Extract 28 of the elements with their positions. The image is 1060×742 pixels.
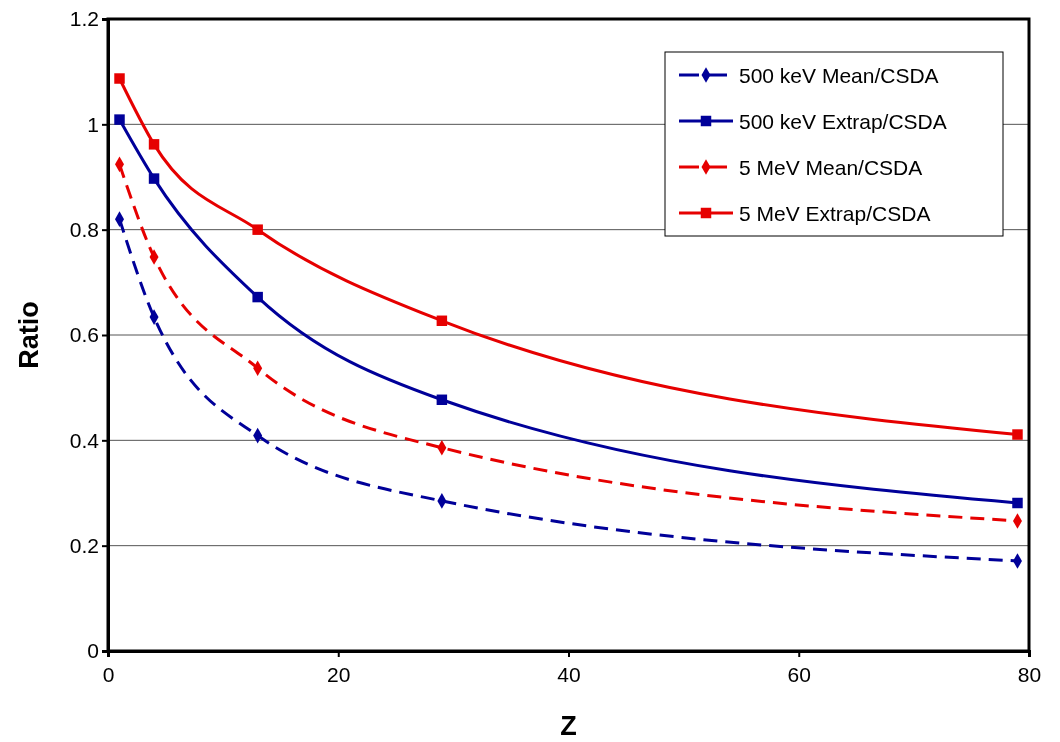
x-tick-label: 20: [327, 663, 351, 687]
y-tick-label: 0: [87, 639, 99, 663]
point: [252, 291, 263, 303]
point: [1012, 497, 1023, 509]
x-tick-label: 40: [557, 663, 581, 687]
x-tick-label: 80: [1017, 663, 1042, 687]
y-tick-label: 0.4: [69, 428, 100, 452]
x-tick-label: 0: [102, 663, 115, 687]
x-axis-title: Z: [560, 711, 577, 741]
point: [114, 73, 125, 84]
point: [1012, 429, 1023, 440]
y-tick-label: 0.8: [69, 217, 99, 241]
x-tick-label: 60: [787, 663, 811, 687]
legend-label: 5 MeV Mean/CSDA: [739, 156, 923, 179]
y-tick-label: 1.2: [69, 7, 99, 31]
point: [436, 315, 448, 327]
legend-label: 500 keV Mean/CSDA: [739, 64, 939, 87]
y-tick-label: 1: [87, 112, 99, 136]
point: [148, 173, 160, 184]
y-axis-title: Ratio: [14, 301, 44, 369]
legend-label: 5 MeV Extrap/CSDA: [739, 202, 931, 225]
y-tick-label: 0.2: [69, 533, 99, 557]
point: [252, 224, 263, 235]
point: [436, 394, 448, 406]
point: [114, 114, 125, 125]
y-tick-label: 0.6: [69, 323, 99, 347]
legend-label: 500 keV Extrap/CSDA: [739, 110, 947, 133]
point: [148, 139, 160, 150]
